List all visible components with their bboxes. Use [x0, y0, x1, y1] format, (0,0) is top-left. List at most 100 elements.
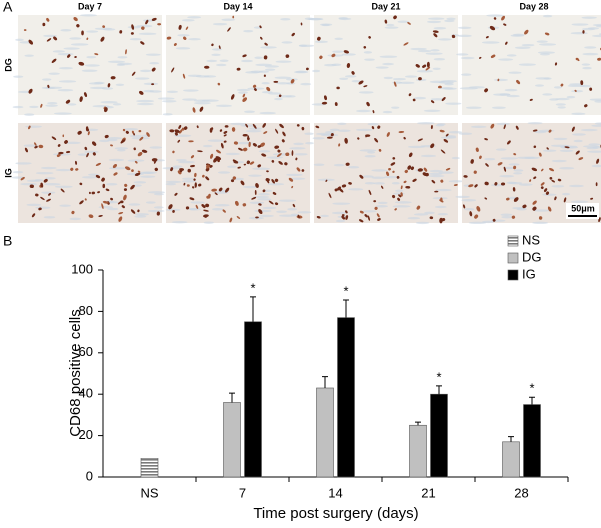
tissue-fiber: [392, 77, 406, 81]
tissue-fiber: [225, 152, 240, 156]
stained-cell: [412, 98, 416, 102]
stained-cell: [98, 215, 103, 217]
tissue-fiber: [359, 149, 377, 152]
stained-cell: [390, 162, 396, 166]
stained-cell: [285, 54, 290, 58]
stained-cell: [151, 158, 158, 162]
bar: [316, 387, 334, 478]
stained-cell: [403, 42, 409, 46]
stained-cell: [403, 136, 406, 140]
stained-cell: [264, 42, 268, 46]
tissue-fiber: [527, 121, 543, 125]
tissue-fiber: [555, 103, 566, 106]
tissue-fiber: [54, 185, 73, 188]
tissue-fiber: [214, 204, 230, 207]
stained-cell: [260, 36, 263, 40]
tissue-fiber: [254, 56, 263, 59]
legend-label: IG: [522, 266, 536, 281]
tissue-fiber: [101, 87, 114, 90]
stained-cell: [275, 128, 279, 134]
stained-cell: [282, 131, 286, 137]
tissue-fiber: [171, 220, 188, 224]
stained-cell: [262, 189, 266, 193]
stained-cell: [247, 135, 250, 142]
tissue-fiber: [521, 43, 535, 47]
tissue-fiber: [377, 201, 388, 205]
stained-cell: [548, 129, 552, 133]
bar: [430, 393, 448, 478]
micrograph: [456, 14, 601, 116]
tissue-fiber: [428, 17, 445, 20]
stained-cell: [563, 197, 567, 203]
y-tick-label: 40: [79, 386, 93, 401]
stained-cell: [410, 166, 415, 171]
stained-cell: [305, 67, 309, 71]
stained-cell: [365, 134, 371, 137]
tissue-fiber: [438, 87, 454, 90]
stained-cell: [79, 200, 84, 205]
tissue-fiber: [394, 201, 412, 204]
stained-cell: [277, 153, 282, 158]
bar: [502, 441, 520, 478]
tissue-fiber: [187, 74, 202, 77]
stained-cell: [324, 95, 327, 101]
stained-cell: [137, 209, 140, 213]
tissue-fiber: [254, 209, 272, 213]
tissue-fiber: [26, 179, 41, 183]
stained-cell: [296, 167, 301, 172]
stained-cell: [207, 193, 211, 199]
tissue-fiber: [77, 153, 88, 156]
tissue-fiber: [153, 206, 164, 209]
stained-cell: [110, 197, 114, 201]
stained-cell: [469, 211, 473, 217]
stained-cell: [432, 30, 439, 33]
tissue-fiber: [570, 32, 588, 35]
stained-cell: [384, 19, 388, 24]
y-tick-label: 100: [71, 261, 93, 276]
stained-cell: [321, 101, 328, 105]
tissue-fiber: [117, 149, 126, 152]
stained-cell: [377, 218, 381, 221]
error-bar: [415, 421, 421, 426]
tissue-fiber: [41, 191, 56, 194]
tissue-fiber: [84, 64, 100, 67]
stained-cell: [214, 192, 218, 196]
tissue-fiber: [499, 174, 515, 178]
tissue-fiber: [308, 17, 324, 21]
stained-cell: [131, 169, 134, 172]
tissue-fiber: [25, 125, 42, 128]
tissue-fiber: [216, 63, 227, 67]
stained-cell: [440, 149, 446, 154]
stained-cell: [346, 62, 351, 69]
tissue-fiber: [460, 56, 475, 60]
tissue-fiber: [105, 183, 118, 186]
tissue-fiber: [58, 80, 77, 83]
stained-cell: [252, 143, 257, 147]
stained-cell: [515, 125, 519, 130]
tissue-fiber: [81, 69, 98, 72]
tissue-fiber: [147, 191, 165, 194]
stained-cell: [494, 182, 498, 186]
tissue-fiber: [420, 154, 437, 158]
bar: [409, 424, 427, 478]
stained-cell: [219, 129, 223, 132]
stained-cell: [130, 32, 134, 35]
stained-cell: [156, 211, 160, 216]
stained-cell: [151, 83, 155, 86]
tissue-fiber: [493, 93, 511, 96]
stained-cell: [372, 109, 375, 114]
stained-cell: [81, 30, 84, 36]
stained-cell: [473, 170, 477, 174]
stained-cell: [474, 214, 479, 219]
tissue-fiber: [571, 23, 589, 26]
tissue-fiber: [428, 174, 445, 178]
tissue-fiber: [508, 163, 520, 166]
stained-cell: [489, 25, 496, 31]
stained-cell: [77, 130, 82, 135]
stained-cell: [186, 184, 190, 187]
tissue-fiber: [327, 54, 344, 57]
stained-cell: [182, 73, 186, 79]
stained-cell: [91, 141, 97, 146]
tissue-fiber: [278, 199, 297, 202]
tissue-fiber: [293, 142, 304, 146]
